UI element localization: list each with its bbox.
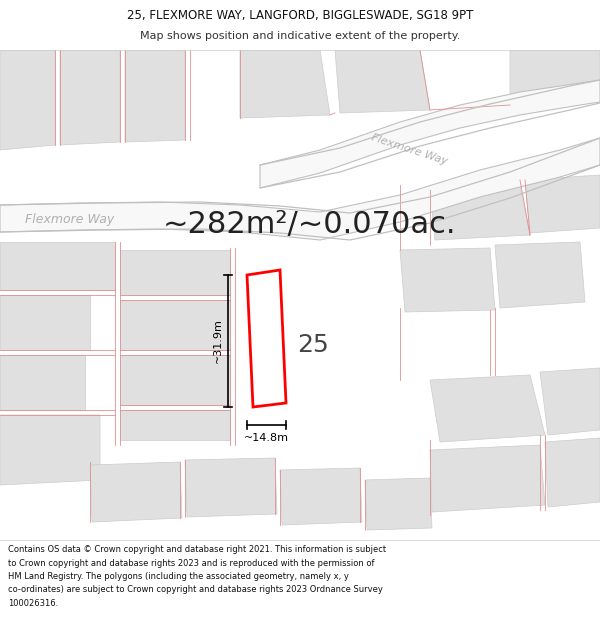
Text: Flexmore Way: Flexmore Way <box>25 214 114 226</box>
Polygon shape <box>125 50 185 142</box>
Polygon shape <box>120 250 230 295</box>
Text: 25: 25 <box>297 333 329 357</box>
Polygon shape <box>0 355 85 410</box>
Text: to Crown copyright and database rights 2023 and is reproduced with the permissio: to Crown copyright and database rights 2… <box>8 559 374 568</box>
Polygon shape <box>365 478 432 530</box>
Polygon shape <box>540 368 600 435</box>
Polygon shape <box>430 445 545 512</box>
Text: 25, FLEXMORE WAY, LANGFORD, BIGGLESWADE, SG18 9PT: 25, FLEXMORE WAY, LANGFORD, BIGGLESWADE,… <box>127 9 473 21</box>
Text: ~14.8m: ~14.8m <box>244 433 289 443</box>
Polygon shape <box>0 50 55 150</box>
Polygon shape <box>0 138 600 240</box>
Text: Contains OS data © Crown copyright and database right 2021. This information is : Contains OS data © Crown copyright and d… <box>8 545 386 554</box>
Polygon shape <box>0 242 115 290</box>
Polygon shape <box>240 50 330 118</box>
Polygon shape <box>510 50 600 105</box>
Polygon shape <box>335 50 430 113</box>
Polygon shape <box>545 438 600 507</box>
Polygon shape <box>185 458 277 517</box>
Polygon shape <box>120 410 230 440</box>
Polygon shape <box>260 80 600 188</box>
Polygon shape <box>90 462 182 522</box>
Polygon shape <box>525 175 600 233</box>
Text: 100026316.: 100026316. <box>8 599 58 608</box>
Polygon shape <box>430 185 530 240</box>
Polygon shape <box>0 415 100 485</box>
Polygon shape <box>60 50 120 145</box>
Text: HM Land Registry. The polygons (including the associated geometry, namely x, y: HM Land Registry. The polygons (includin… <box>8 572 349 581</box>
Text: ~282m²/~0.070ac.: ~282m²/~0.070ac. <box>163 211 457 239</box>
Text: Map shows position and indicative extent of the property.: Map shows position and indicative extent… <box>140 31 460 41</box>
Polygon shape <box>430 375 545 442</box>
Polygon shape <box>495 242 585 308</box>
Text: co-ordinates) are subject to Crown copyright and database rights 2023 Ordnance S: co-ordinates) are subject to Crown copyr… <box>8 586 383 594</box>
Polygon shape <box>247 270 286 407</box>
Polygon shape <box>400 248 495 312</box>
Polygon shape <box>0 295 90 350</box>
Polygon shape <box>120 355 230 405</box>
Polygon shape <box>120 300 230 350</box>
Text: ~31.9m: ~31.9m <box>213 319 223 363</box>
Text: Flexmore Way: Flexmore Way <box>370 133 449 167</box>
Polygon shape <box>280 468 362 525</box>
